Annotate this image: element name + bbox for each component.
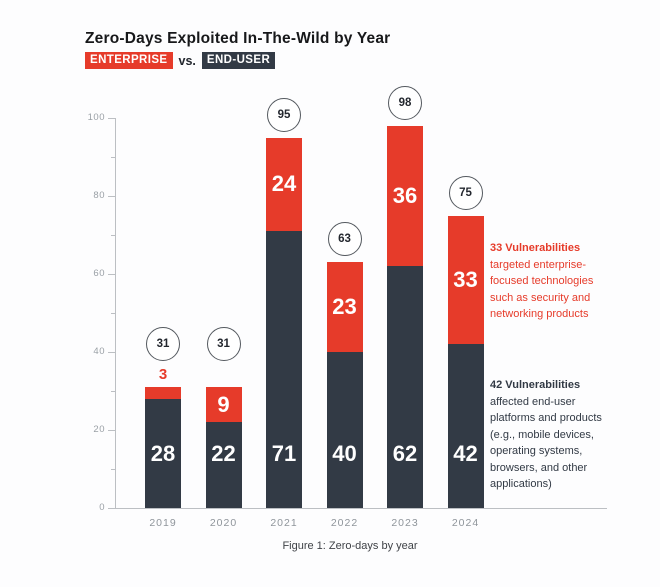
figure-caption: Figure 1: Zero-days by year [282,540,418,552]
enterprise-value-2024: 33 [453,266,478,292]
y-major-tick [108,508,115,509]
y-major-tick [108,196,115,197]
total-badge-2020: 31 [206,327,241,362]
bar-segment-end-user-2020 [205,422,242,508]
y-tick-label: 80 [93,190,105,201]
bar-segment-enterprise-2024 [447,215,484,345]
end-user-value-2021: 71 [271,441,297,466]
bar-segment-end-user-2021 [266,231,302,508]
total-badge-2024: 75 [448,175,483,210]
chart-legend: ENTERPRISE vs. END-USER [85,52,276,69]
total-badge-2023: 98 [388,85,422,120]
y-major-tick [108,352,115,353]
end-user-annotation: 42 Vulnerabilities affected end-user pla… [490,377,618,493]
legend-badge-end-user: END-USER [201,52,276,69]
end-user-value-2019: 28 [150,441,176,466]
y-major-tick [108,430,115,431]
total-badge-2021: 95 [267,97,301,132]
enterprise-annotation-body: targeted enterprise-focused technologies… [490,258,594,321]
total-badge-2019: 31 [146,327,180,362]
y-minor-tick [111,469,115,470]
enterprise-annotation: 33 Vulnerabilities targeted enterprise-f… [490,240,604,323]
chart-title: Zero-Days Exploited In-The-Wild by Year [85,30,391,47]
enterprise-value-2021: 24 [271,171,297,197]
y-minor-tick [111,157,115,158]
y-minor-tick [111,313,115,314]
bar-segment-end-user-2022 [326,352,363,508]
y-axis-line [115,118,116,508]
y-major-tick [108,118,115,119]
end-user-annotation-body: affected end-user platforms and products… [490,395,602,491]
y-minor-tick [111,391,115,392]
x-axis-line [115,508,607,509]
enterprise-value-2020: 9 [217,391,230,417]
x-tick-label-2020: 2020 [209,517,238,529]
end-user-value-2022: 40 [332,441,357,466]
end-user-value-2020: 22 [211,441,236,466]
bar-segment-enterprise-2019 [145,387,181,399]
y-tick-label: 100 [87,112,105,123]
x-tick-label-2019: 2019 [149,517,177,529]
bar-segment-enterprise-2021 [266,137,302,232]
x-tick-label-2021: 2021 [270,517,298,529]
y-tick-label: 40 [93,346,105,357]
x-tick-label-2023: 2023 [391,517,419,529]
legend-vs-label: vs. [178,53,196,68]
legend-badge-enterprise: ENTERPRISE [85,52,173,69]
bar-segment-end-user-2023 [387,266,423,508]
y-major-tick [108,274,115,275]
enterprise-value-2019: 3 [158,366,168,384]
bar-segment-enterprise-2023 [387,125,423,267]
y-minor-tick [111,235,115,236]
bar-segment-end-user-2024 [447,344,484,508]
x-tick-label-2022: 2022 [330,517,359,529]
bar-segment-enterprise-2020 [205,387,242,423]
x-tick-label-2024: 2024 [451,517,480,529]
enterprise-annotation-heading: 33 Vulnerabilities [490,242,581,254]
end-user-value-2023: 62 [392,441,418,466]
y-tick-label: 0 [99,502,105,513]
end-user-value-2024: 42 [453,441,478,466]
y-tick-label: 60 [93,268,105,279]
enterprise-value-2022: 23 [332,294,357,320]
bar-segment-enterprise-2022 [326,262,363,352]
bar-segment-end-user-2019 [145,398,181,508]
end-user-annotation-heading: 42 Vulnerabilities [490,379,581,391]
y-tick-label: 20 [93,424,105,435]
total-badge-2022: 63 [327,222,362,257]
enterprise-value-2023: 36 [392,183,418,208]
